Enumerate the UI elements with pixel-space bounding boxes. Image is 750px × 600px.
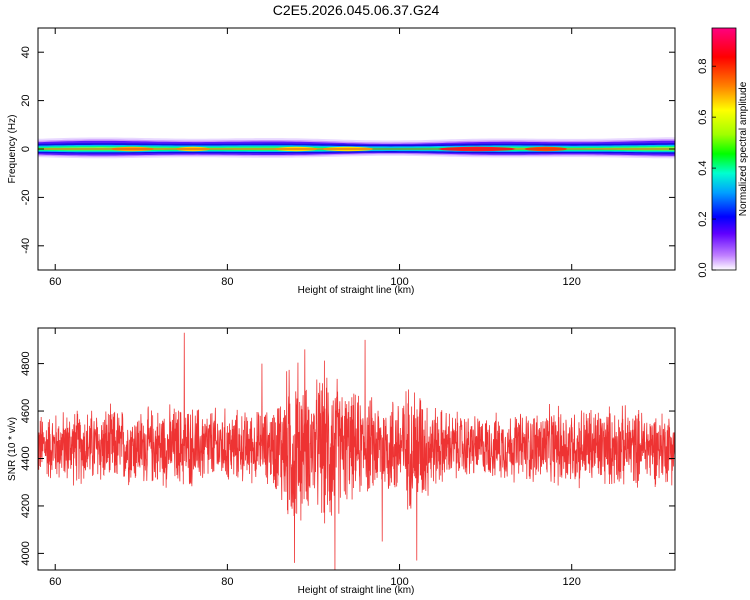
snr-y-tick-label: 4200 [20, 494, 32, 518]
colorbar-gradient [711, 27, 737, 271]
spec-x-tick-label: 80 [221, 276, 233, 288]
spec-y-tick-label: 20 [20, 94, 32, 106]
colorbar-tick-label: 0.2 [697, 211, 709, 226]
snr-y-axis-label: SNR (10 * v/v) [7, 417, 18, 481]
snr-y-tick-label: 4400 [20, 446, 32, 470]
spectrogram-y-axis-label: Frequency (Hz) [7, 115, 18, 184]
snr-line [37, 332, 676, 571]
snr-x-tick-label: 100 [390, 576, 408, 588]
figure-title: C2E5.2026.045.06.37.G24 [272, 2, 440, 18]
colorbar-label: Normalized spectral amplitude [738, 81, 749, 216]
colorbar-ticks: 0.0 0.2 0.4 0.6 0.8 [697, 59, 716, 278]
colorbar-tick-label: 0.8 [697, 59, 709, 74]
spec-y-tick-label: 40 [20, 46, 32, 58]
snr-series [37, 332, 676, 571]
spectrogram-y-ticks: 40 20 0 -20 -40 [20, 46, 675, 254]
colorbar-tick-label: 0.6 [697, 110, 709, 125]
snr-panel: 60 80 100 120 4000 4200 4400 4600 4800 Height o… [7, 327, 676, 596]
spectrogram-x-axis-label: Height of straight line (km) [298, 285, 415, 296]
spectrogram-band [38, 137, 675, 159]
spec-x-tick-label: 120 [563, 276, 581, 288]
spec-y-tick-label: -20 [20, 189, 32, 205]
spec-y-tick-label: 0 [20, 146, 32, 152]
spec-x-tick-label: 60 [49, 276, 61, 288]
spectrogram-x-ticks: 60 80 100 120 [49, 28, 581, 288]
colorbar: 0.0 0.2 0.4 0.6 0.8 Normalized spectral ampl… [697, 27, 749, 278]
spec-y-tick-label: -40 [20, 238, 32, 254]
snr-y-ticks: 4000 4200 4400 4600 4800 [20, 351, 675, 566]
colorbar-tick-label: 0.0 [697, 262, 709, 277]
snr-y-tick-label: 4800 [20, 351, 32, 375]
snr-y-tick-label: 4000 [20, 541, 32, 565]
colorbar-tick-label: 0.4 [697, 160, 709, 175]
snr-x-tick-label: 80 [221, 576, 233, 588]
snr-x-axis-label: Height of straight line (km) [298, 585, 415, 596]
snr-frame [37, 327, 676, 571]
spectrogram-panel: 60 80 100 120 40 20 0 -20 -40 Height of straigh… [7, 27, 676, 296]
snr-x-tick-label: 120 [563, 576, 581, 588]
snr-x-ticks: 60 80 100 120 [49, 328, 581, 588]
snr-x-tick-label: 60 [49, 576, 61, 588]
snr-y-tick-label: 4600 [20, 399, 32, 423]
spec-x-tick-label: 100 [390, 276, 408, 288]
